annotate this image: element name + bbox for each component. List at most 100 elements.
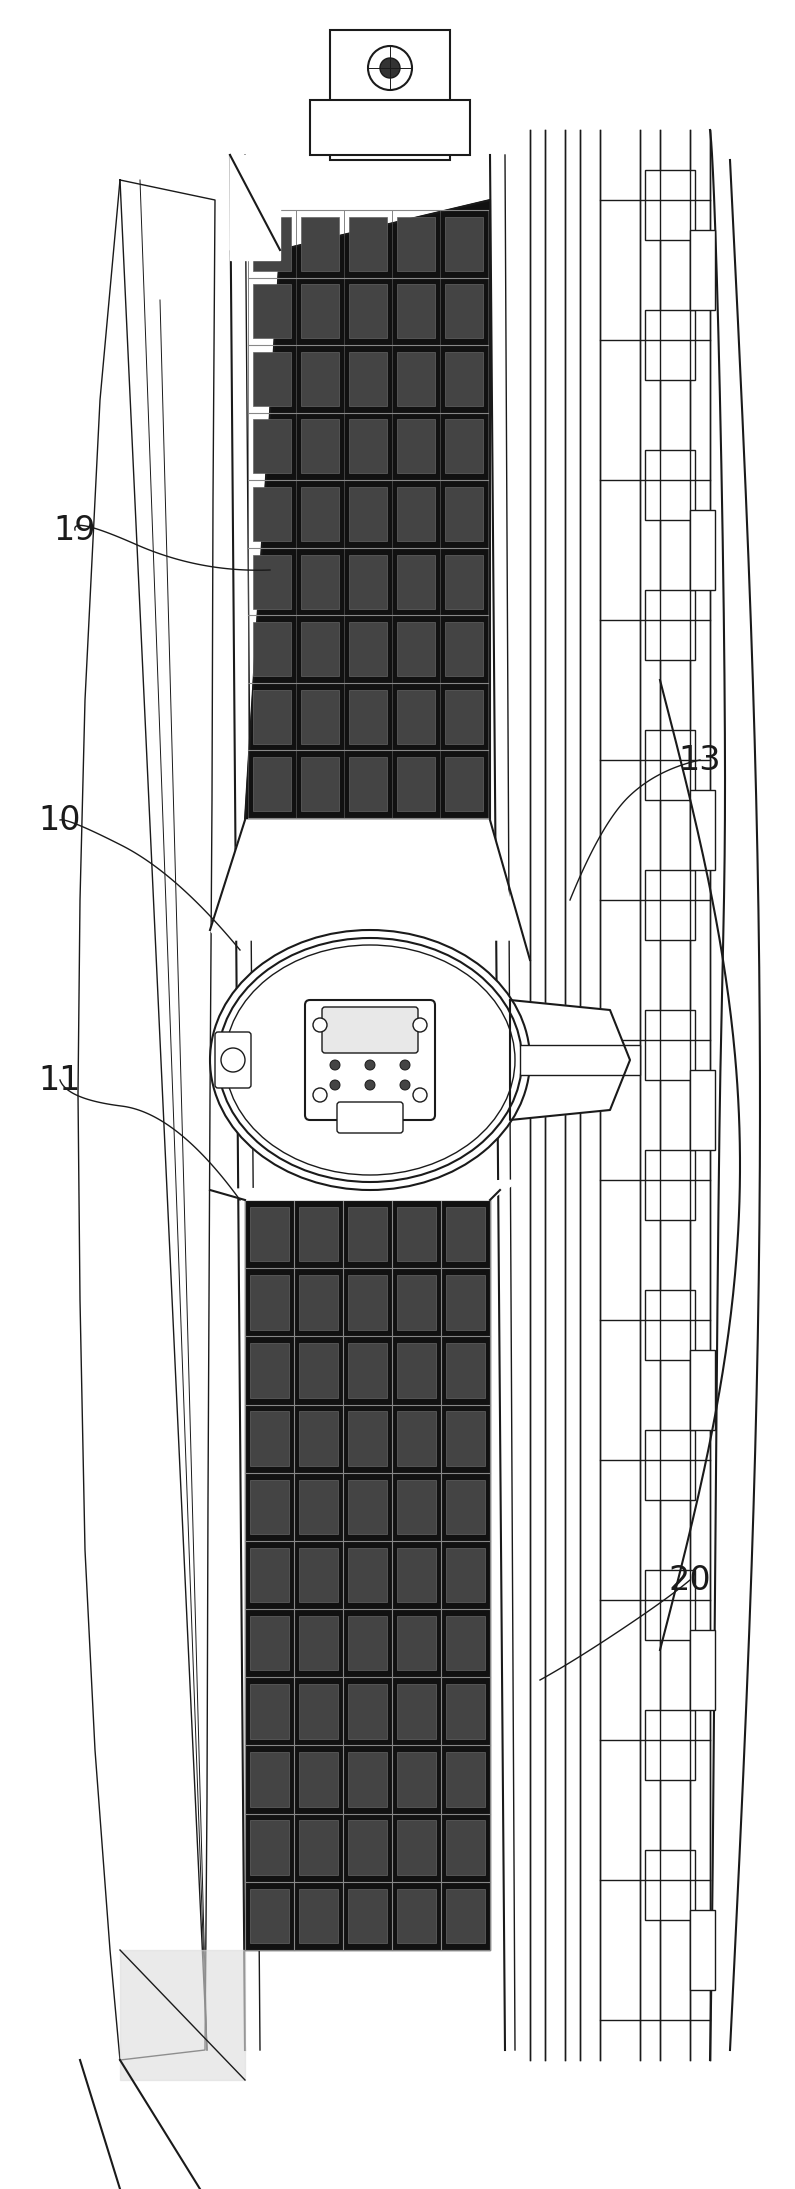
Bar [301,420,339,473]
Bar [446,1751,485,1806]
Circle shape [413,1018,427,1031]
Bar [250,1615,289,1670]
Ellipse shape [218,939,522,1182]
Bar [446,1274,485,1329]
Bar [301,352,339,405]
FancyBboxPatch shape [305,1000,435,1121]
Text: 10: 10 [39,803,81,836]
FancyBboxPatch shape [337,1101,403,1134]
Bar [299,1480,338,1534]
Bar [299,1548,338,1602]
Circle shape [380,57,400,79]
Bar [348,1548,387,1602]
Polygon shape [245,199,490,821]
Bar [645,1429,695,1499]
Bar [444,757,483,812]
FancyBboxPatch shape [322,1007,418,1053]
FancyBboxPatch shape [215,1031,251,1088]
Bar [645,171,695,241]
Polygon shape [230,155,280,250]
Bar [301,622,339,676]
Bar [349,486,387,541]
Polygon shape [245,1200,490,1950]
Bar [446,1821,485,1876]
Polygon shape [210,821,520,939]
Bar [348,1206,387,1261]
Bar [301,217,339,271]
Bar [444,690,483,744]
Bar [301,486,339,541]
Bar [348,1412,387,1467]
Bar [645,1710,695,1780]
Bar [348,1344,387,1399]
Bar [397,690,435,744]
Bar [446,1412,485,1467]
Bar [444,420,483,473]
Bar [299,1412,338,1467]
Bar [301,285,339,339]
Bar [299,1344,338,1399]
Bar [645,1289,695,1359]
Circle shape [221,1049,245,1073]
Bar [349,690,387,744]
Circle shape [330,1059,340,1070]
Bar [446,1683,485,1738]
Bar [397,1480,436,1534]
Bar [348,1683,387,1738]
Bar [250,1344,289,1399]
Bar [349,285,387,339]
Bar [299,1615,338,1670]
Bar [253,554,291,609]
Bar [397,420,435,473]
Bar [299,1821,338,1876]
Bar [397,486,435,541]
Circle shape [400,1079,410,1090]
Bar [446,1480,485,1534]
Bar [645,1850,695,1920]
Bar [310,101,470,155]
Bar [690,1911,715,1990]
Bar [348,1274,387,1329]
Text: 19: 19 [54,514,96,547]
Circle shape [365,1079,375,1090]
Bar [250,1821,289,1876]
Bar [446,1206,485,1261]
Bar [446,1615,485,1670]
Bar [444,285,483,339]
Bar [253,757,291,812]
Bar [299,1683,338,1738]
Bar [397,1683,436,1738]
Bar [349,420,387,473]
Bar [299,1889,338,1944]
Text: 11: 11 [39,1064,81,1097]
Bar [250,1274,289,1329]
Bar [397,554,435,609]
Ellipse shape [210,930,530,1191]
Bar [446,1548,485,1602]
Bar [348,1480,387,1534]
Bar [349,352,387,405]
Ellipse shape [225,946,515,1175]
Bar [349,757,387,812]
Bar [301,757,339,812]
Circle shape [368,46,412,90]
Bar [299,1751,338,1806]
Bar [397,1274,436,1329]
Polygon shape [210,1180,520,1200]
Bar [301,554,339,609]
Bar [250,1889,289,1944]
Bar [397,217,435,271]
Polygon shape [510,1000,630,1121]
Bar [250,1480,289,1534]
Bar [348,1889,387,1944]
Bar [397,352,435,405]
Bar [444,217,483,271]
Bar [330,31,450,160]
Polygon shape [230,155,280,260]
Bar [348,1751,387,1806]
Bar [690,230,715,311]
Bar [444,352,483,405]
Bar [645,1570,695,1640]
Bar [520,1044,640,1075]
Bar [446,1889,485,1944]
